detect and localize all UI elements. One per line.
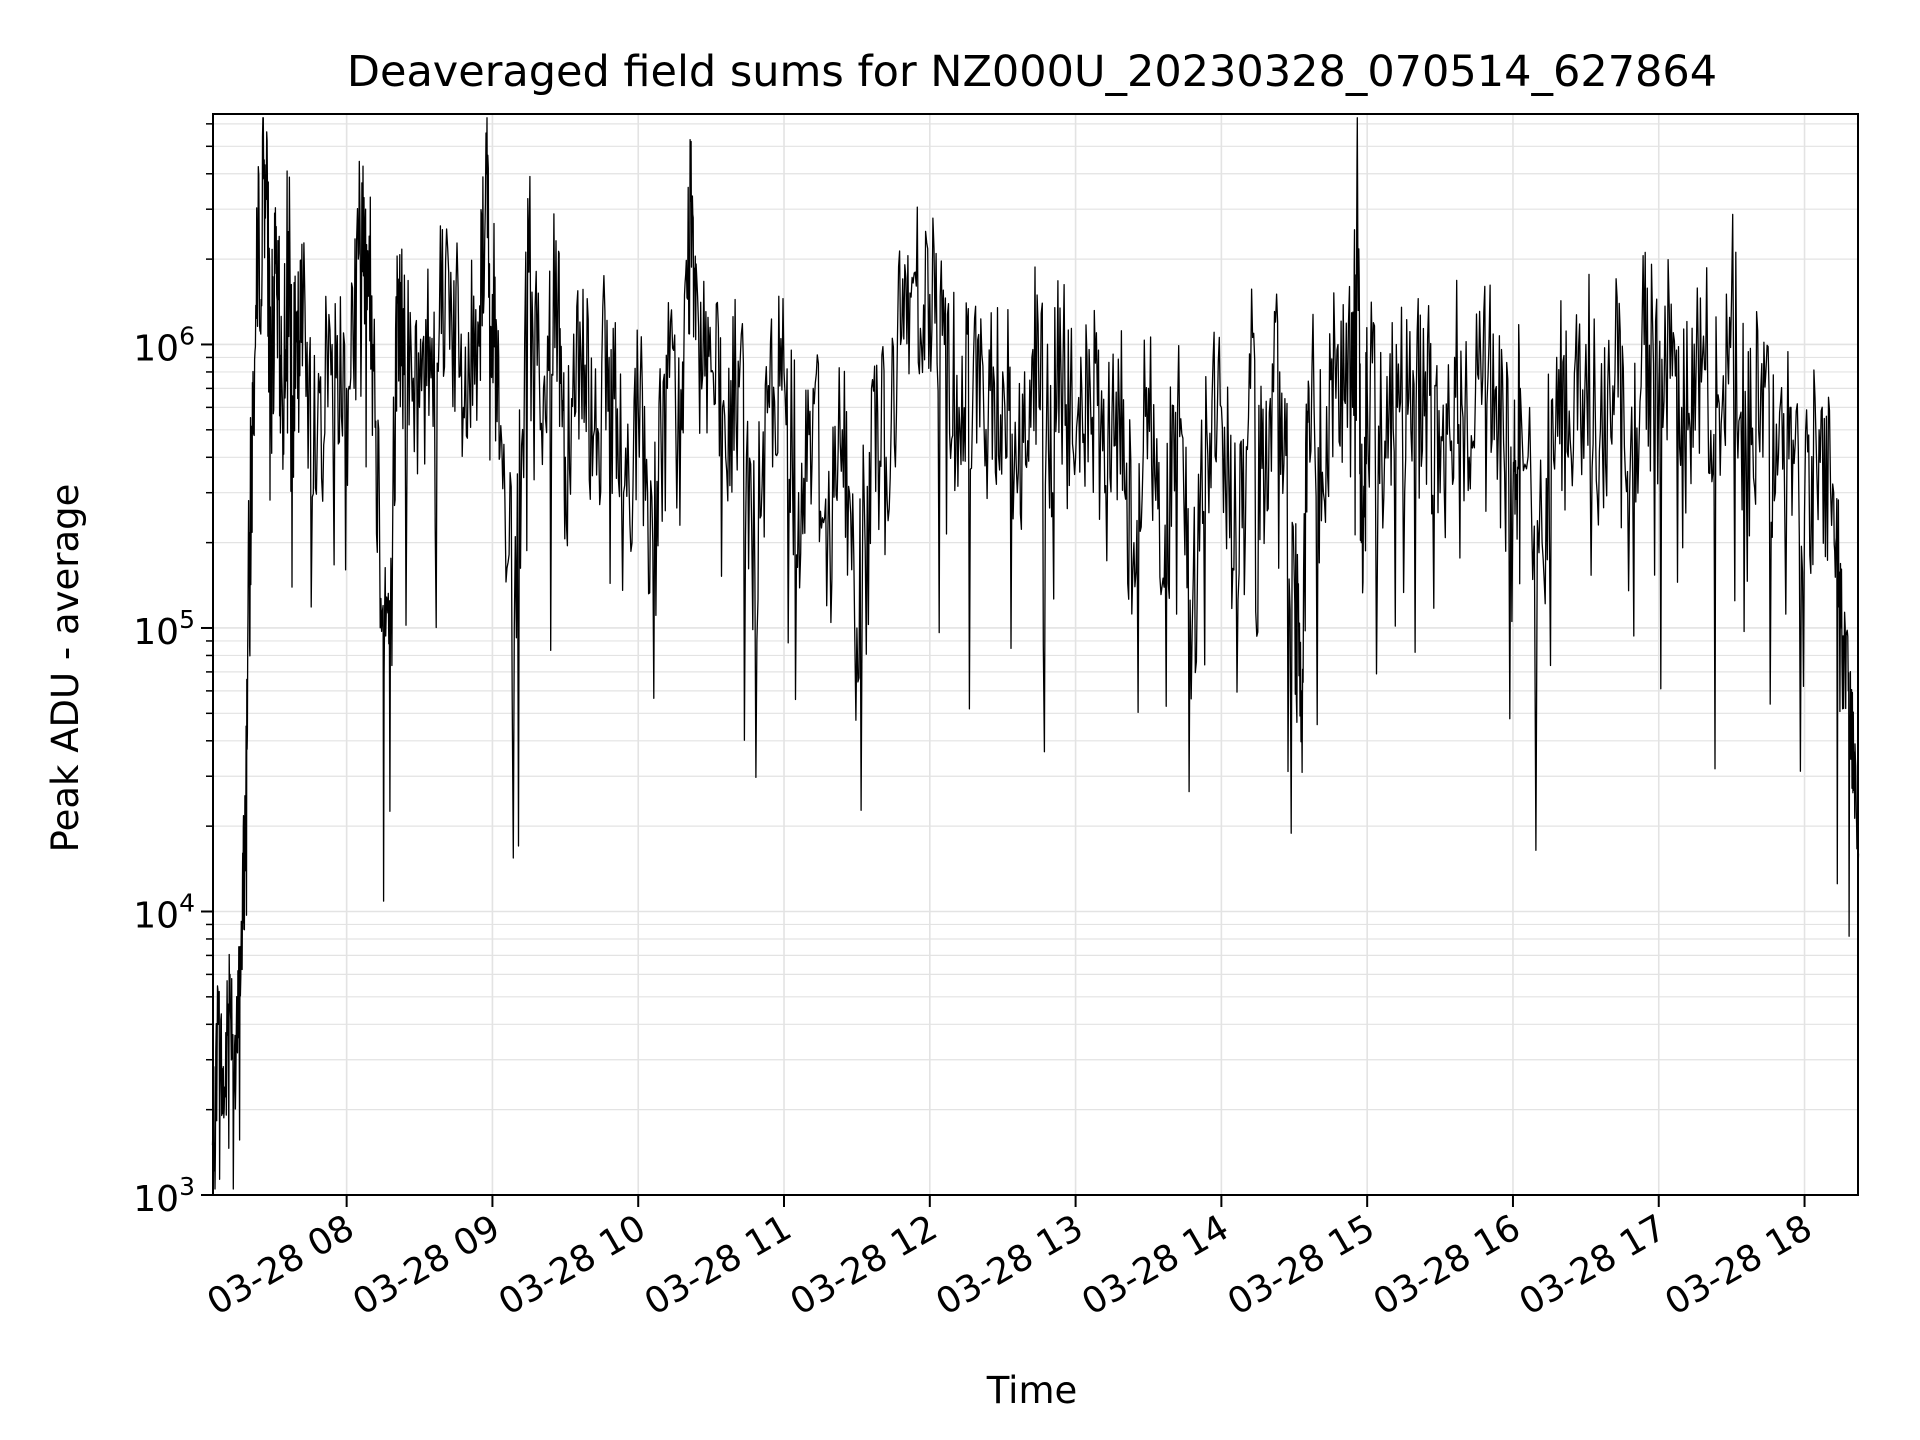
y-tick-label: 103 bbox=[133, 1172, 195, 1220]
y-axis-label: Peak ADU - average bbox=[44, 484, 87, 853]
y-tick-label: 105 bbox=[133, 605, 195, 653]
axes-frame bbox=[212, 113, 1859, 1196]
plot-area bbox=[211, 117, 1860, 1190]
y-axis-ticks: 103 104 105 106 bbox=[133, 123, 213, 1220]
y-tick-label: 106 bbox=[133, 321, 195, 369]
chart-title: Deaveraged field sums for NZ000U_2023032… bbox=[347, 47, 1717, 97]
y-tick-label: 104 bbox=[133, 888, 195, 936]
series-line bbox=[211, 117, 1860, 1190]
grid bbox=[213, 114, 1858, 1196]
x-axis-label: Time bbox=[986, 1369, 1078, 1412]
